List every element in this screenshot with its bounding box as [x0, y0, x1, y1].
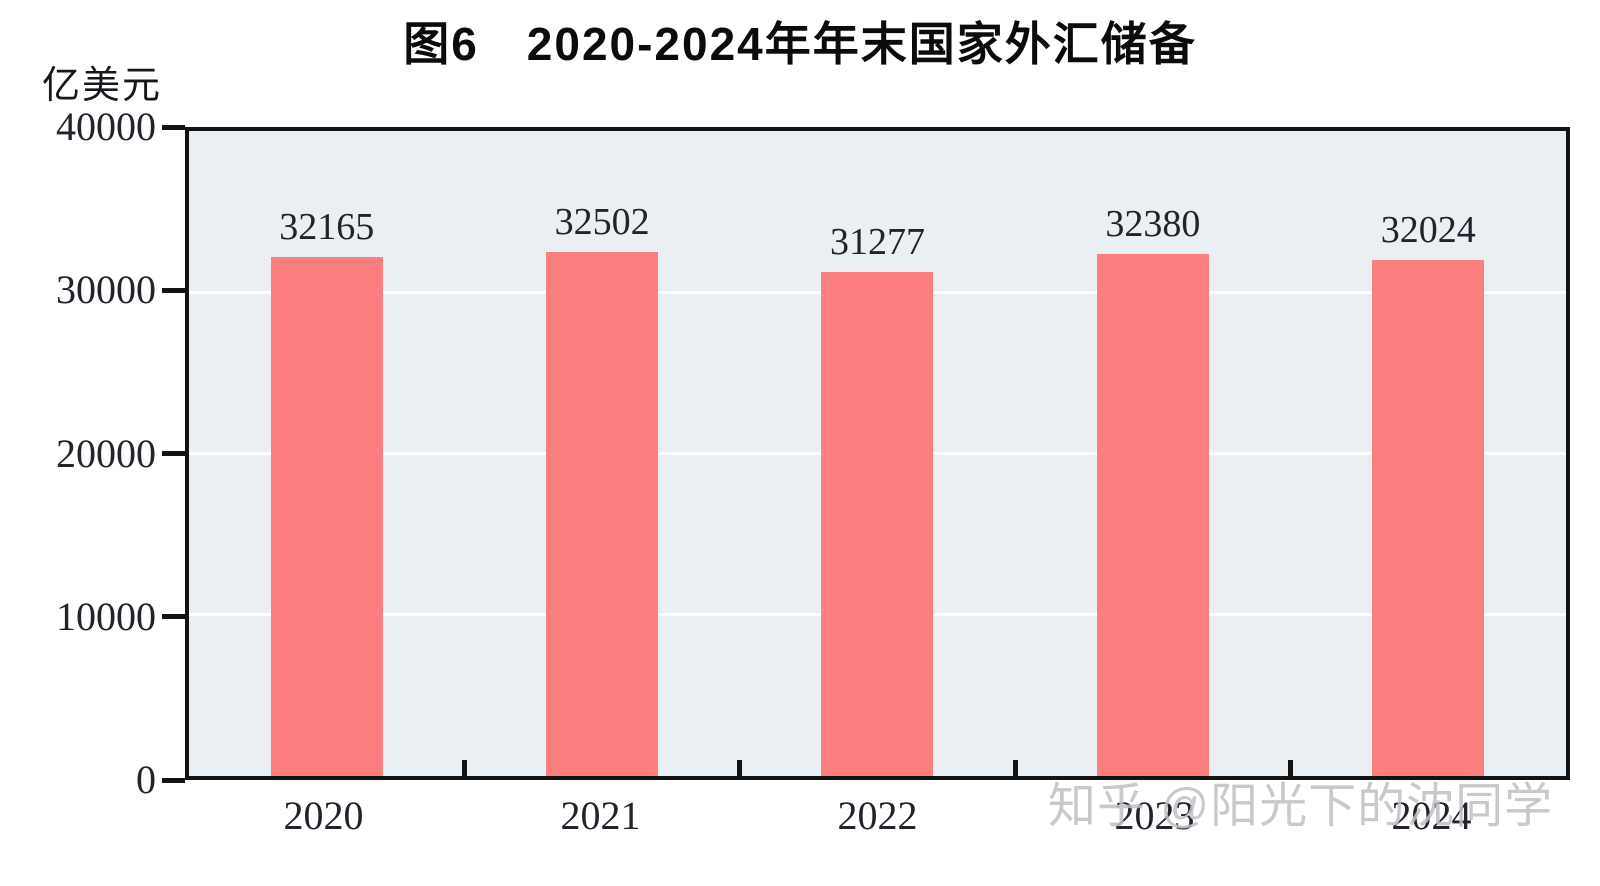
plot-area: 32165 32502 31277 32380 32024 — [185, 127, 1570, 780]
y-tick-label-20000: 20000 — [56, 430, 156, 476]
y-tick-mark-10000 — [162, 614, 185, 620]
y-tick-label-10000: 10000 — [56, 593, 156, 639]
bar-value-label-2020: 32165 — [279, 206, 375, 249]
y-tick-label-0: 0 — [136, 757, 156, 802]
y-axis-unit-label: 亿美元 — [42, 65, 163, 107]
x-axis-tick-mark-2 — [737, 760, 743, 776]
x-axis-tick-mark-4 — [1288, 760, 1294, 776]
chart-title: 图6 2020-2024年年末国家外汇储备 — [403, 18, 1197, 70]
bar-slot-2021: 32502 — [464, 131, 739, 776]
x-tick-label-2021: 2021 — [560, 793, 641, 838]
bar-2024 — [1372, 259, 1485, 776]
bar-value-label-2021: 32502 — [554, 200, 650, 243]
bar-slot-2022: 31277 — [740, 131, 1015, 776]
x-tick-label-2024: 2024 — [1391, 793, 1472, 838]
bar-slot-2023: 32380 — [1015, 131, 1290, 776]
bar-value-label-2023: 32380 — [1105, 202, 1201, 245]
x-tick-label-2023: 2023 — [1114, 793, 1195, 838]
bar-2021 — [546, 251, 659, 776]
x-axis-tick-mark-3 — [1012, 760, 1018, 776]
bar-2022 — [821, 271, 934, 776]
bar-value-label-2022: 31277 — [829, 220, 925, 263]
bar-slot-2020: 32165 — [189, 131, 464, 776]
y-tick-label-40000: 40000 — [56, 104, 156, 149]
bar-slot-2024: 32024 — [1291, 131, 1566, 776]
x-tick-label-2020: 2020 — [283, 793, 364, 838]
y-tick-mark-0 — [162, 777, 185, 783]
y-tick-mark-40000 — [162, 124, 185, 130]
watermark: 知乎 @阳光下的沈同学 — [1048, 780, 1554, 833]
x-axis-tick-mark-1 — [461, 760, 467, 776]
bar-2020 — [270, 257, 383, 776]
y-tick-label-30000: 30000 — [56, 267, 156, 313]
y-tick-mark-20000 — [162, 451, 185, 456]
bar-2023 — [1096, 253, 1209, 776]
x-tick-label-2022: 2022 — [837, 793, 918, 838]
bar-value-label-2024: 32024 — [1380, 208, 1476, 251]
y-tick-mark-30000 — [162, 287, 185, 293]
